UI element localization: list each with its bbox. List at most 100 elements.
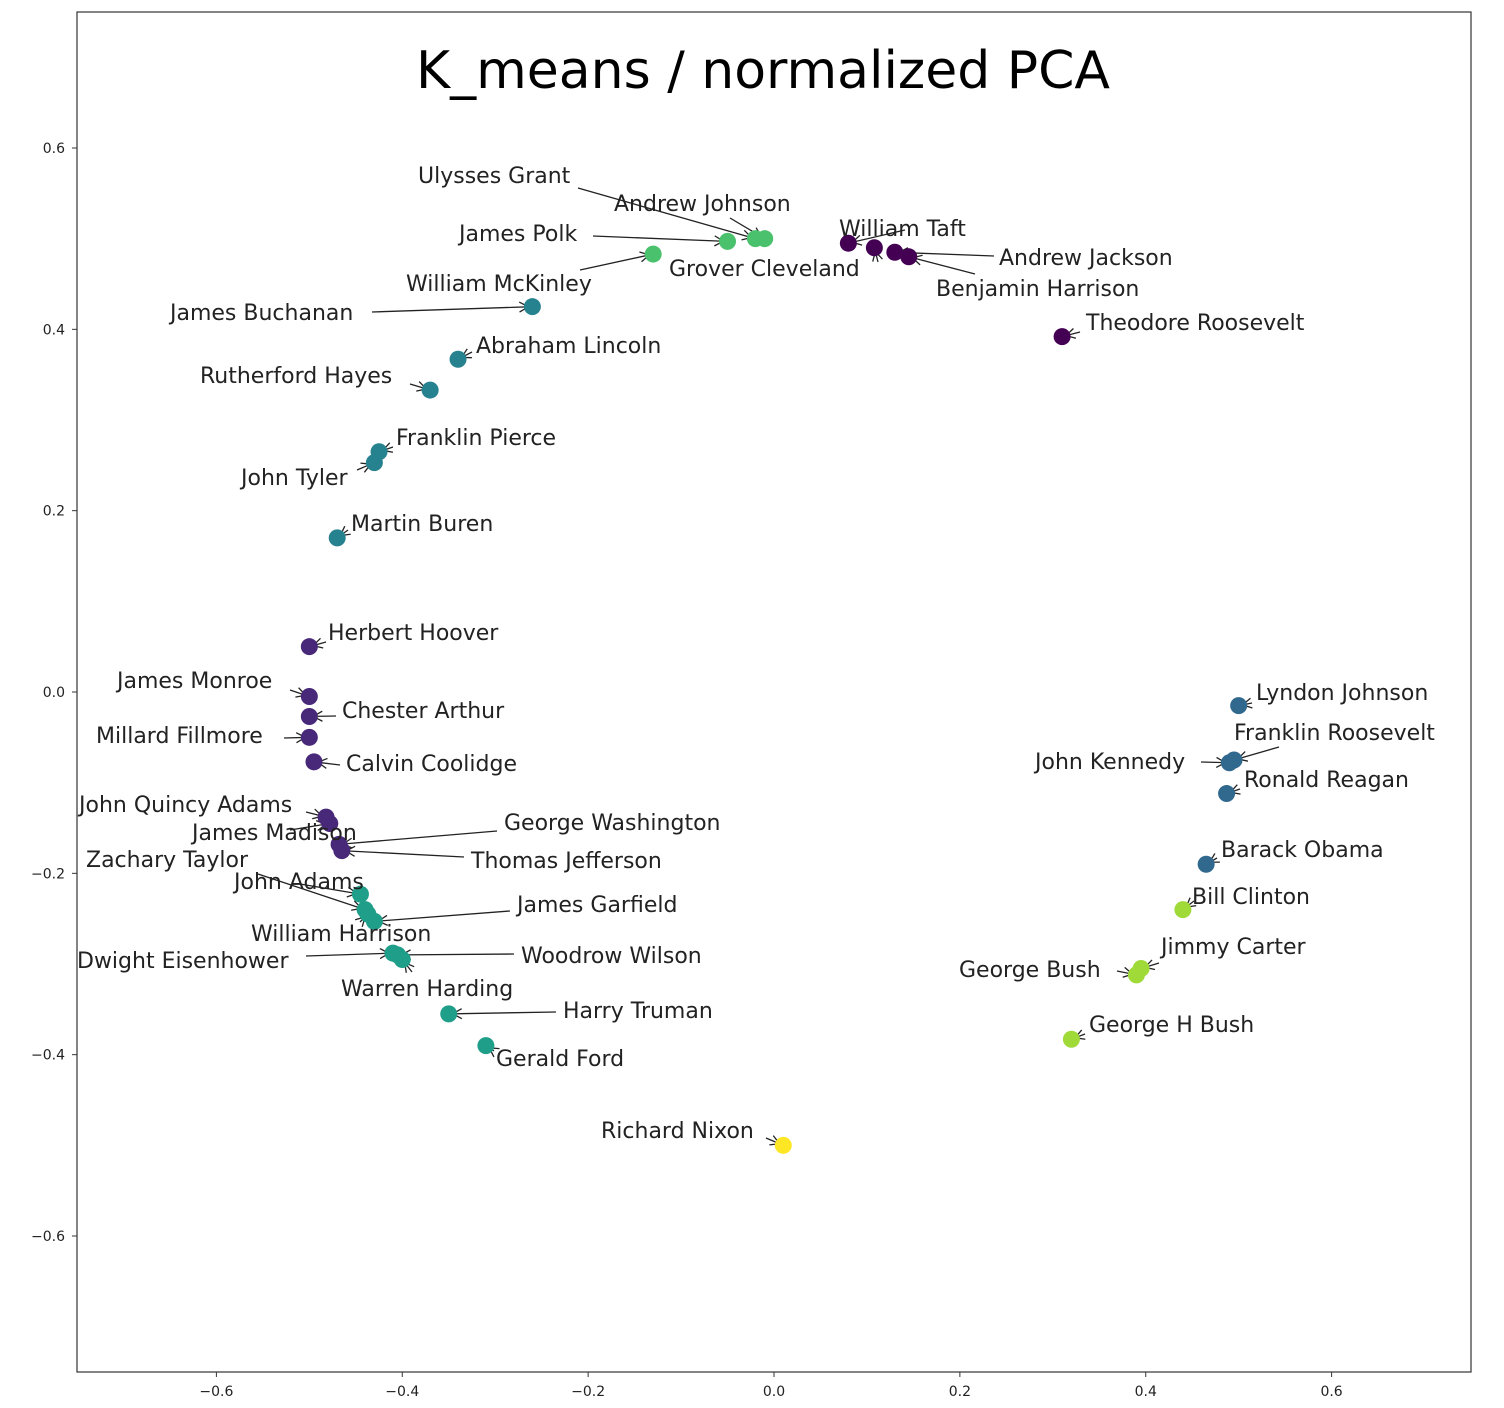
data-points xyxy=(300,230,1248,1154)
data-point xyxy=(440,1005,458,1023)
annotation-arrow xyxy=(378,910,511,922)
data-point xyxy=(300,707,318,725)
y-tick-label: −0.6 xyxy=(31,1229,65,1245)
point-label: Calvin Coolidge xyxy=(346,752,517,777)
annotation-arrow xyxy=(371,306,529,313)
data-point xyxy=(300,728,318,746)
point-label: Herbert Hoover xyxy=(328,621,499,646)
annotation-arrow xyxy=(592,235,724,242)
point-label: Martin Buren xyxy=(351,512,493,537)
point-label: James Buchanan xyxy=(168,301,353,326)
point-label: William Harrison xyxy=(251,922,431,947)
annotation-arrow xyxy=(257,873,362,909)
annotation-arrow xyxy=(289,823,326,831)
x-tick-label: −0.2 xyxy=(571,1384,605,1400)
point-label: Franklin Pierce xyxy=(396,426,556,451)
y-tick-label: −0.4 xyxy=(31,1048,65,1064)
point-label: John Quincy Adams xyxy=(77,793,292,818)
data-point xyxy=(300,688,318,706)
point-label: Benjamin Harrison xyxy=(936,277,1139,302)
x-tick-label: 0.2 xyxy=(949,1384,971,1400)
data-point xyxy=(1127,966,1145,984)
y-tick-label: 0.0 xyxy=(43,685,65,701)
point-label: Harry Truman xyxy=(563,999,713,1024)
point-label: William McKinley xyxy=(406,272,592,297)
annotation-arrow xyxy=(852,229,906,243)
point-label: Jimmy Carter xyxy=(1159,935,1307,960)
chart-title: K_means / normalized PCA xyxy=(416,41,1110,101)
point-label: James Monroe xyxy=(115,669,272,694)
point-label: Ulysses Grant xyxy=(418,164,571,189)
data-point xyxy=(1218,785,1236,803)
y-tick-label: 0.6 xyxy=(43,141,65,157)
point-label: James Madison xyxy=(190,821,357,846)
data-point xyxy=(333,842,351,860)
point-label: John Adams xyxy=(232,870,364,895)
data-point xyxy=(1053,328,1071,346)
y-tick-label: −0.2 xyxy=(31,866,65,882)
point-label: Dwight Eisenhower xyxy=(77,949,289,974)
point-label: Millard Fillmore xyxy=(96,724,263,749)
point-label: Gerald Ford xyxy=(496,1047,624,1072)
data-point xyxy=(756,230,774,248)
point-label: Theodore Roosevelt xyxy=(1085,311,1305,336)
point-label: Andrew Johnson xyxy=(614,192,791,217)
data-point xyxy=(523,298,541,316)
point-label: Rutherford Hayes xyxy=(200,364,392,389)
point-label: Barack Obama xyxy=(1221,838,1384,863)
data-point xyxy=(839,234,857,252)
point-label: James Polk xyxy=(457,222,577,247)
point-label: William Taft xyxy=(839,217,966,242)
data-point xyxy=(1197,855,1215,873)
data-point xyxy=(328,529,346,547)
point-label: Lyndon Johnson xyxy=(1256,681,1428,706)
point-label: Zachary Taylor xyxy=(86,848,249,873)
point-label: Ronald Reagan xyxy=(1244,768,1409,793)
data-point xyxy=(1220,754,1238,772)
data-point xyxy=(393,950,411,968)
point-label: Chester Arthur xyxy=(342,699,505,724)
data-point xyxy=(477,1037,495,1055)
point-label: John Kennedy xyxy=(1033,750,1185,775)
point-label: John Tyler xyxy=(239,466,349,491)
data-point xyxy=(774,1136,792,1154)
point-label: Grover Cleveland xyxy=(669,257,860,282)
data-point xyxy=(449,350,467,368)
annotation-arrow xyxy=(1237,746,1280,760)
y-tick-label: 0.2 xyxy=(43,504,65,520)
point-label: George Bush xyxy=(959,958,1101,983)
point-label: Abraham Lincoln xyxy=(476,334,661,359)
data-point xyxy=(365,454,383,472)
data-point xyxy=(886,243,904,261)
data-point xyxy=(900,248,918,266)
data-point xyxy=(865,239,883,257)
point-label: Bill Clinton xyxy=(1192,885,1310,910)
axes: −0.6 −0.4 −0.2 0.0 0.2 0.4 0.6 −0.6 −0.4 −0.2 0.0 0… xyxy=(31,11,1472,1400)
annotation-arrow xyxy=(401,953,515,956)
annotation-arrow xyxy=(299,883,357,895)
x-tick-label: 0.4 xyxy=(1135,1384,1157,1400)
x-tick-label: 0.0 xyxy=(763,1384,785,1400)
point-label: James Garfield xyxy=(515,893,677,918)
point-label: George Washington xyxy=(504,811,720,836)
point-label: George H Bush xyxy=(1089,1013,1254,1038)
data-point xyxy=(421,381,439,399)
point-label: Warren Harding xyxy=(341,977,513,1002)
annotation-arrow xyxy=(343,830,498,845)
x-tick-label: 0.6 xyxy=(1320,1384,1342,1400)
data-point xyxy=(644,245,662,263)
y-tick-label: 0.4 xyxy=(43,322,65,338)
point-label: Richard Nixon xyxy=(601,1119,754,1144)
annotation-arrow xyxy=(579,254,650,271)
annotation-arrow xyxy=(452,1011,557,1015)
data-point xyxy=(351,885,369,903)
data-point xyxy=(321,814,339,832)
point-labels: Ulysses Grant Andrew Johnson James Polk Gro… xyxy=(77,164,1435,1144)
point-label: Woodrow Wilson xyxy=(521,944,702,969)
data-point xyxy=(1062,1030,1080,1048)
annotation-arrow xyxy=(305,952,389,957)
x-tick-label: −0.4 xyxy=(385,1384,419,1400)
point-label: Thomas Jefferson xyxy=(470,849,662,874)
data-point xyxy=(719,232,737,250)
data-point xyxy=(359,905,377,923)
